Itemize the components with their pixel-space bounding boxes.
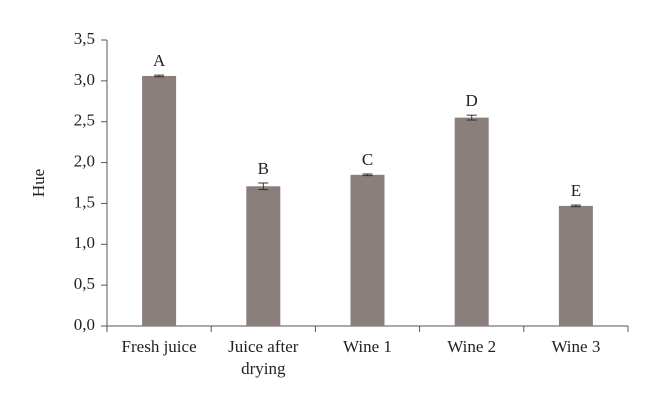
annotation: C xyxy=(362,150,373,169)
y-tick-label: 1,5 xyxy=(74,192,95,211)
bar xyxy=(142,75,177,326)
annotation: D xyxy=(466,91,478,110)
x-tick-label: Wine 2 xyxy=(447,337,497,356)
annotation: B xyxy=(258,159,269,178)
y-tick-label: 1,0 xyxy=(74,233,95,252)
y-tick-label: 0,0 xyxy=(74,315,95,334)
bar xyxy=(246,186,281,326)
bar xyxy=(454,117,489,326)
error-bar xyxy=(362,173,373,177)
annotation: E xyxy=(571,181,581,200)
y-tick-label: 3,0 xyxy=(74,70,95,89)
x-tick-label: Juice after drying xyxy=(228,337,299,378)
y-tick-label: 2,0 xyxy=(74,151,95,170)
y-axis-label: Hue xyxy=(29,169,48,197)
annotation: A xyxy=(153,51,166,70)
x-tick-label: Wine 1 xyxy=(343,337,392,356)
x-tick-label: Fresh juice xyxy=(121,337,197,356)
error-bar xyxy=(154,74,165,78)
error-bar xyxy=(466,114,477,121)
error-bar xyxy=(258,182,269,191)
y-tick-label: 3,5 xyxy=(74,29,95,48)
error-bar xyxy=(570,204,581,208)
y-tick-label: 0,5 xyxy=(74,274,95,293)
y-tick-label: 2,5 xyxy=(74,111,95,130)
x-tick-label: Wine 3 xyxy=(551,337,601,356)
bar xyxy=(350,174,385,326)
bar xyxy=(558,205,593,326)
